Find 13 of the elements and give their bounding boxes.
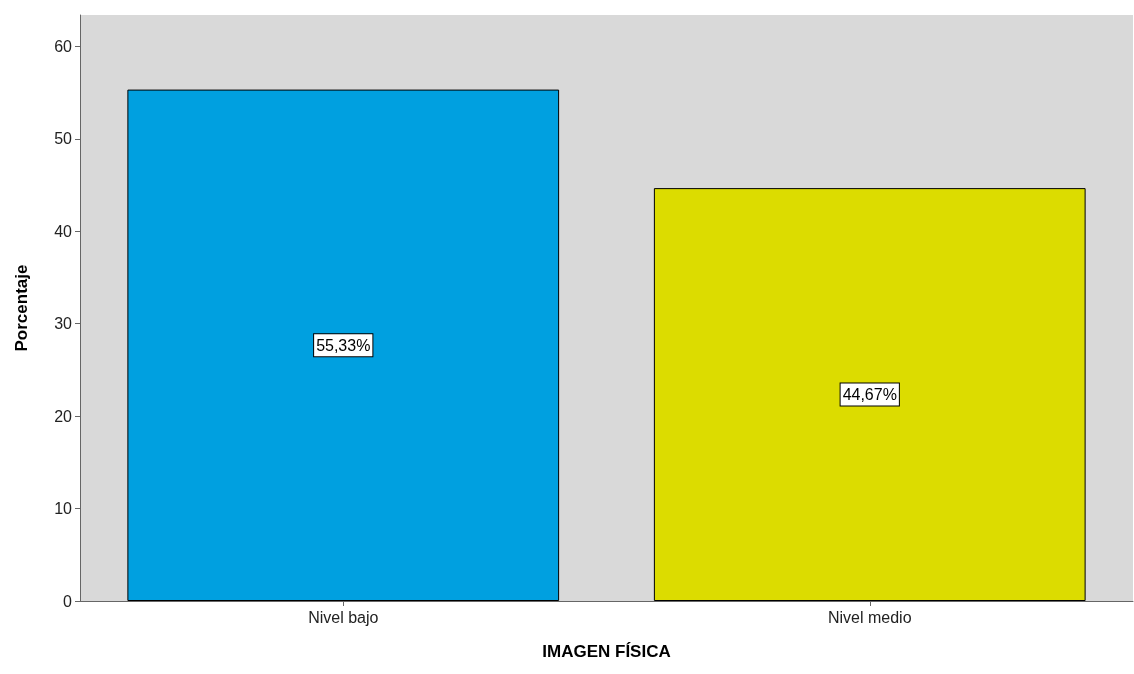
y-tick-label: 40 [54,222,73,240]
y-tick-label: 10 [54,500,73,518]
y-axis-title: Porcentaje [12,264,31,352]
x-tick-label: Nivel bajo [308,608,379,626]
y-tick-label: 0 [63,592,73,610]
x-tick-label: Nivel medio [827,608,912,626]
x-axis-title: IMAGEN FÍSICA [542,642,671,661]
y-tick-label: 30 [54,315,73,333]
data-label: 44,67% [842,386,897,404]
data-label: 55,33% [316,336,371,354]
y-tick-label: 50 [54,130,73,148]
y-tick-label: 60 [54,37,73,55]
y-tick-label: 20 [54,407,73,425]
